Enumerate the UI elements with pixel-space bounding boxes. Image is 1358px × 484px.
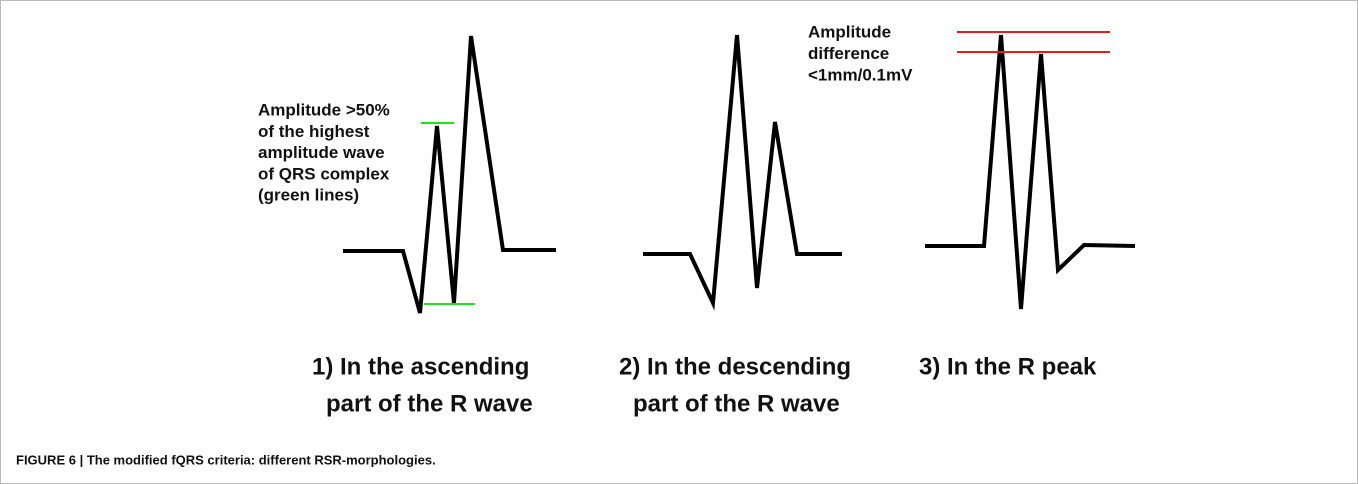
annotation-line: Amplitude >50% (258, 100, 390, 119)
annotation-line: Amplitude (808, 22, 891, 41)
waveform (343, 35, 556, 314)
labels: Amplitude >50% of the highest amplitude wa… (258, 22, 1097, 417)
annotation-line: (green lines) (258, 186, 359, 205)
annotation-line: of the highest (258, 122, 370, 141)
figure-caption: FIGURE 6 | The modified fQRS criteria: d… (16, 452, 436, 467)
panel-caption: 1) In the ascending (312, 353, 529, 380)
annotation-line: of QRS complex (258, 164, 390, 183)
annotation-line: amplitude wave (258, 143, 385, 162)
waveform (925, 34, 1136, 310)
panel-caption: part of the R wave (633, 390, 840, 417)
waveform (643, 34, 842, 311)
panel-caption: part of the R wave (326, 390, 533, 417)
panel-caption: 3) In the R peak (919, 353, 1097, 380)
panel-caption: 2) In the descending (619, 353, 851, 380)
annotation-line: <1mm/0.1mV (808, 65, 913, 84)
annotation-line: difference (808, 44, 889, 63)
